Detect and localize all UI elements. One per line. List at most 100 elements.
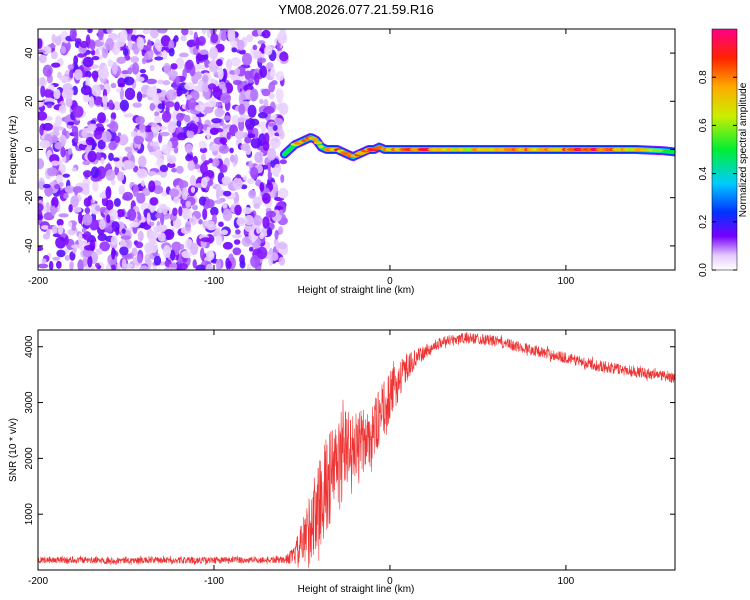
spectrogram-noise-cell <box>232 79 242 86</box>
spectrogram-noise-cell <box>278 256 286 266</box>
spectrogram-cells <box>38 29 289 270</box>
spectrogram-noise-cell <box>95 205 101 212</box>
spectrogram-noise-cell <box>233 153 239 165</box>
spectrogram-noise-cell <box>198 219 203 225</box>
spectrogram-noise-cell <box>184 82 195 91</box>
spectrogram-noise-cell <box>277 226 284 235</box>
spectrogram-noise-cell <box>98 68 110 79</box>
spectrogram-noise-cell <box>261 29 271 39</box>
spectrogram-noise-cell <box>156 29 168 34</box>
spectrogram-noise-cell <box>160 35 171 47</box>
spectrogram-noise-cell <box>157 79 165 85</box>
spectrogram-noise-cell <box>56 218 64 227</box>
spectrogram-noise-cell <box>124 146 133 152</box>
spectrogram-noise-cell <box>177 180 189 189</box>
spectrogram-noise-cell <box>210 78 216 85</box>
spectrogram-noise-cell <box>197 36 206 46</box>
spectrogram-noise-cell <box>103 97 108 111</box>
spectrogram-noise-cell <box>106 29 113 34</box>
spectrogram-noise-cell <box>137 168 146 178</box>
spectral-ridge-peak <box>318 145 324 149</box>
spectrogram-noise-cell <box>250 88 259 102</box>
spectrogram-noise-cell <box>64 185 76 194</box>
spectrogram-noise-cell <box>269 136 281 149</box>
spectrogram-noise-cell <box>196 53 206 62</box>
spectrogram-noise-cell <box>124 160 136 170</box>
spectrogram-noise-cell <box>218 81 226 90</box>
spectrogram-noise-cell <box>116 56 127 64</box>
spectrogram-noise-cell <box>225 58 233 70</box>
spectrogram-noise-cell <box>270 67 276 78</box>
spectrogram-noise-cell <box>138 155 147 168</box>
spectrogram-noise-cell <box>154 56 164 61</box>
spectrogram-noise-cell <box>153 115 162 124</box>
spectrogram-noise-cell <box>156 44 162 52</box>
spectrogram-noise-cell <box>79 40 89 49</box>
spectrogram-noise-cell <box>116 209 125 218</box>
colorbar-tick-label: 0.0 <box>698 263 709 277</box>
spectrogram-noise-cell <box>54 183 60 190</box>
spectrogram-noise-cell <box>136 36 142 49</box>
colorbar-ticks: 0.0 0.2 0.4 0.6 0.8 <box>698 70 737 277</box>
spectrogram-noise-cell <box>72 105 84 118</box>
spectrogram-y-tick-label: 40 <box>24 47 35 59</box>
spectrogram-noise-cell <box>216 58 223 67</box>
spectrogram-noise-cell <box>58 213 69 218</box>
spectrogram-noise-cell <box>52 256 60 261</box>
spectrogram-noise-cell <box>84 207 91 214</box>
spectrogram-noise-cell <box>204 169 215 179</box>
spectrogram-noise-cell <box>223 190 232 197</box>
spectral-ridge-peak <box>313 141 323 145</box>
spectrogram-noise-cell <box>268 92 275 100</box>
spectrogram-noise-cell <box>253 50 263 60</box>
spectrogram-noise-cell <box>246 178 255 185</box>
spectrogram-noise-cell <box>209 145 219 152</box>
spectrogram-noise-cell <box>279 159 287 165</box>
spectrogram-noise-cell <box>80 85 92 96</box>
spectrogram-noise-cell <box>204 220 215 228</box>
spectrogram-noise-cell <box>199 162 208 175</box>
spectrogram-noise-cell <box>157 232 166 242</box>
colorbar: 0.0 0.2 0.4 0.6 0.8 Normalized spectral ampl… <box>698 28 749 277</box>
snr-x-axis-label: Height of straight line (km) <box>298 584 415 595</box>
spectrogram-noise-cell <box>194 104 206 112</box>
spectrogram-noise-cell <box>270 167 281 175</box>
spectrogram-noise-cell <box>60 46 67 54</box>
spectrogram-noise-cell <box>46 103 53 109</box>
spectrogram-y-tick-label: -20 <box>24 190 35 205</box>
spectrogram-noise-cell <box>263 106 275 114</box>
spectrogram-noise-cell <box>220 92 232 104</box>
snr-y-tick-label: 1000 <box>24 503 35 526</box>
spectrogram-noise-cell <box>149 141 159 147</box>
spectrogram-noise-cell <box>254 151 263 164</box>
spectrogram-noise-cell <box>111 247 116 260</box>
spectrogram-noise-cell <box>261 88 271 97</box>
spectrogram-noise-cell <box>59 75 69 82</box>
spectrogram-noise-cell <box>119 99 130 112</box>
spectrogram-noise-cell <box>219 137 228 144</box>
spectrogram-noise-cell <box>210 33 219 44</box>
spectrogram-noise-cell <box>78 233 83 245</box>
spectral-ridge <box>279 133 675 162</box>
spectrogram-noise-cell <box>180 35 187 42</box>
spectrogram-noise-cell <box>267 147 277 161</box>
spectrogram-noise-cell <box>173 146 179 154</box>
spectrogram-noise-cell <box>176 119 182 128</box>
spectrogram-noise-cell <box>51 196 59 208</box>
spectrogram-noise-cell <box>104 82 109 90</box>
spectrogram-noise-cell <box>279 209 284 216</box>
spectrogram-noise-cell <box>183 114 191 123</box>
spectrogram-noise-cell <box>251 237 256 243</box>
spectrogram-noise-cell <box>159 131 170 137</box>
spectrogram-noise-cell <box>257 57 267 63</box>
spectrogram-noise-cell <box>42 122 54 131</box>
spectrogram-noise-cell <box>110 82 117 89</box>
spectrogram-noise-cell <box>148 180 156 193</box>
spectrogram-noise-cell <box>278 129 285 140</box>
spectrogram-noise-cell <box>162 80 171 86</box>
spectrogram-noise-cell <box>87 29 93 34</box>
spectrogram-noise-cell <box>230 57 241 67</box>
spectrogram-noise-cell <box>201 177 208 189</box>
spectrogram-noise-cell <box>41 258 47 264</box>
spectrogram-noise-cell <box>194 62 201 71</box>
